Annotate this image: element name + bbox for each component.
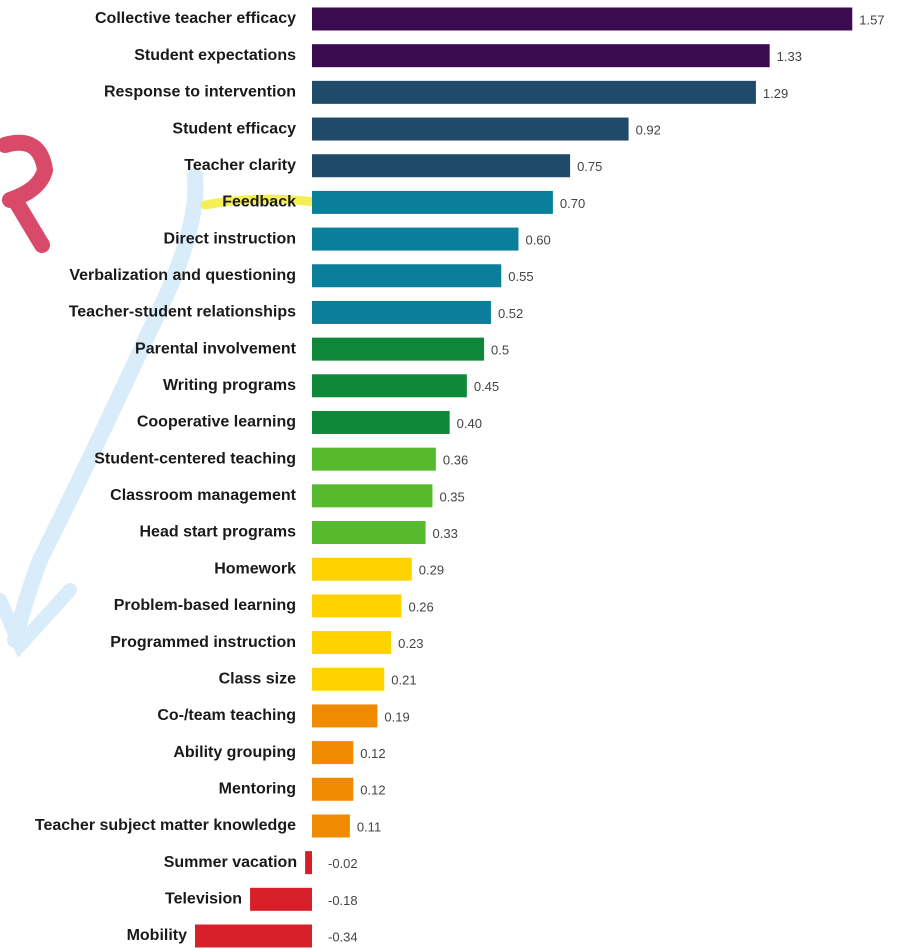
value-label: 0.92 [636, 122, 661, 137]
value-label: 0.45 [474, 379, 499, 394]
bar [305, 851, 312, 875]
category-label: Student-centered teaching [94, 450, 296, 467]
value-label: 0.55 [508, 269, 533, 284]
bar [312, 154, 571, 178]
category-label: Mobility [127, 927, 188, 944]
bar [312, 190, 553, 214]
value-label: 1.57 [859, 12, 884, 27]
bar [312, 594, 402, 618]
value-label: -0.34 [328, 929, 358, 944]
bar [312, 227, 519, 251]
bar [312, 741, 354, 765]
bar [312, 631, 392, 655]
value-label: 0.70 [560, 196, 585, 211]
category-label: Homework [214, 560, 296, 577]
category-label: Class size [219, 670, 296, 687]
category-label: Problem-based learning [114, 597, 296, 614]
decor-arrow [7, 168, 204, 648]
bars: Collective teacher efficacy 1.57 Student e… [35, 7, 885, 948]
category-label: Classroom management [110, 487, 297, 504]
bar [312, 484, 433, 508]
value-label: 0.5 [491, 343, 509, 358]
bar [312, 7, 853, 31]
value-label: 0.12 [360, 783, 385, 798]
value-label: 0.52 [498, 306, 523, 321]
value-label: 0.11 [357, 819, 381, 834]
category-label: Feedback [222, 194, 296, 211]
decor-ampersand [0, 134, 54, 253]
bar [312, 447, 436, 471]
category-label: Head start programs [140, 524, 297, 541]
bar [312, 374, 467, 398]
category-label: Mentoring [219, 780, 296, 797]
category-label: Parental involvement [135, 340, 297, 357]
category-label: Collective teacher efficacy [95, 10, 296, 27]
value-label: 0.29 [419, 563, 444, 578]
category-label: Teacher subject matter knowledge [35, 817, 296, 834]
category-label: Teacher-student relationships [69, 304, 296, 321]
value-label: 0.35 [439, 489, 464, 504]
category-label: Summer vacation [164, 854, 297, 871]
bar [312, 80, 756, 104]
category-label: Writing programs [163, 377, 296, 394]
value-label: -0.02 [328, 856, 358, 871]
category-label: Ability grouping [173, 744, 296, 761]
value-label: 0.40 [457, 416, 482, 431]
category-label: Co-/team teaching [157, 707, 296, 724]
bar [312, 557, 412, 581]
bar [312, 777, 354, 801]
category-label: Student expectations [134, 47, 296, 64]
value-label: 0.23 [398, 636, 423, 651]
value-label: 0.12 [360, 746, 385, 761]
bar [312, 521, 426, 545]
value-label: 0.60 [525, 233, 550, 248]
category-label: Television [165, 891, 242, 908]
decor-arrow-head [0, 583, 77, 658]
category-label: Cooperative learning [137, 414, 296, 431]
category-label: Student efficacy [172, 120, 296, 137]
category-label: Teacher clarity [184, 157, 296, 174]
bar [312, 117, 629, 141]
bar [195, 924, 312, 948]
value-label: 0.21 [391, 673, 416, 688]
bar [312, 337, 485, 361]
value-label: 1.33 [777, 49, 802, 64]
value-label: 0.19 [384, 709, 409, 724]
bar [250, 887, 312, 911]
bar [312, 704, 378, 728]
category-label: Response to intervention [104, 84, 296, 101]
decor-highlight [200, 194, 320, 210]
bar [312, 410, 450, 434]
bar [312, 300, 491, 324]
category-label: Direct instruction [164, 230, 296, 247]
value-label: 1.29 [763, 86, 788, 101]
category-label: Verbalization and questioning [69, 267, 296, 284]
bar [312, 667, 385, 691]
bar [312, 814, 350, 838]
value-label: 0.26 [408, 599, 433, 614]
value-label: 0.75 [577, 159, 602, 174]
value-label: 0.33 [433, 526, 458, 541]
value-label: -0.18 [328, 893, 358, 908]
bar [312, 44, 770, 68]
bar [312, 264, 502, 288]
category-label: Programmed instruction [110, 634, 296, 651]
value-label: 0.36 [443, 453, 468, 468]
